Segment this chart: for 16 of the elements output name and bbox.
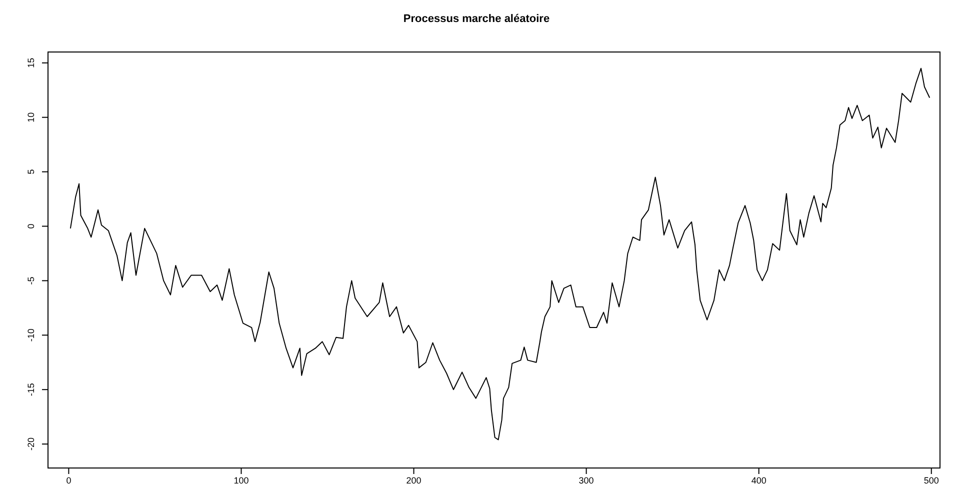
x-tick-label: 500	[924, 475, 939, 486]
chart-title: Processus marche aléatoire	[403, 13, 550, 25]
y-tick-label: -10	[26, 328, 36, 342]
x-tick-label: 300	[578, 475, 594, 486]
x-tick-label: 100	[234, 475, 249, 486]
line-series	[70, 68, 930, 440]
y-tick-label: 0	[26, 224, 36, 229]
y-tick-label: 15	[26, 58, 36, 68]
y-tick-label: -15	[26, 383, 36, 396]
y-tick-label: 5	[26, 169, 36, 174]
y-tick-label: 10	[26, 112, 36, 122]
y-tick-label: -20	[26, 438, 36, 451]
y-tick-label: -5	[26, 276, 36, 285]
x-tick-label: 400	[751, 475, 766, 486]
x-tick-label: 200	[406, 475, 422, 486]
x-tick-label: 0	[66, 475, 72, 486]
